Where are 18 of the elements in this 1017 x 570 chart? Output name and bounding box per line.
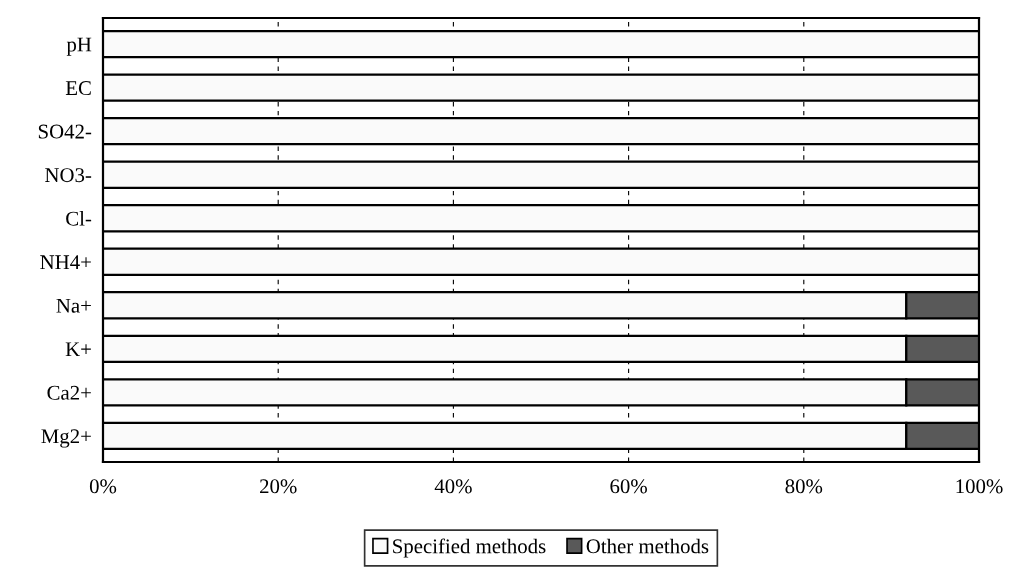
y-tick-label: EC bbox=[65, 81, 91, 96]
x-tick-label: 60% bbox=[610, 479, 647, 494]
x-tick-label: 40% bbox=[434, 479, 472, 494]
legend-label: Other methods bbox=[586, 538, 709, 554]
y-tick-label: Na+ bbox=[56, 298, 91, 313]
x-tick-label: 100% bbox=[956, 479, 1003, 494]
y-tick-label: Cl- bbox=[66, 211, 92, 226]
x-tick-label: 0% bbox=[89, 479, 117, 494]
x-tick-label: 80% bbox=[785, 479, 823, 494]
y-tick-label: Mg2+ bbox=[41, 429, 91, 448]
y-tick-label: NO3- bbox=[45, 168, 92, 183]
y-tick-label: K+ bbox=[65, 342, 91, 357]
y-tick-label: Ca2+ bbox=[47, 385, 91, 400]
y-tick-label: NH4+ bbox=[40, 255, 91, 269]
y-tick-label: SO42- bbox=[38, 124, 92, 139]
x-tick-label: 20% bbox=[260, 479, 297, 494]
legend-label: Specified methods bbox=[393, 538, 546, 558]
y-tick-label: pH bbox=[66, 37, 92, 56]
